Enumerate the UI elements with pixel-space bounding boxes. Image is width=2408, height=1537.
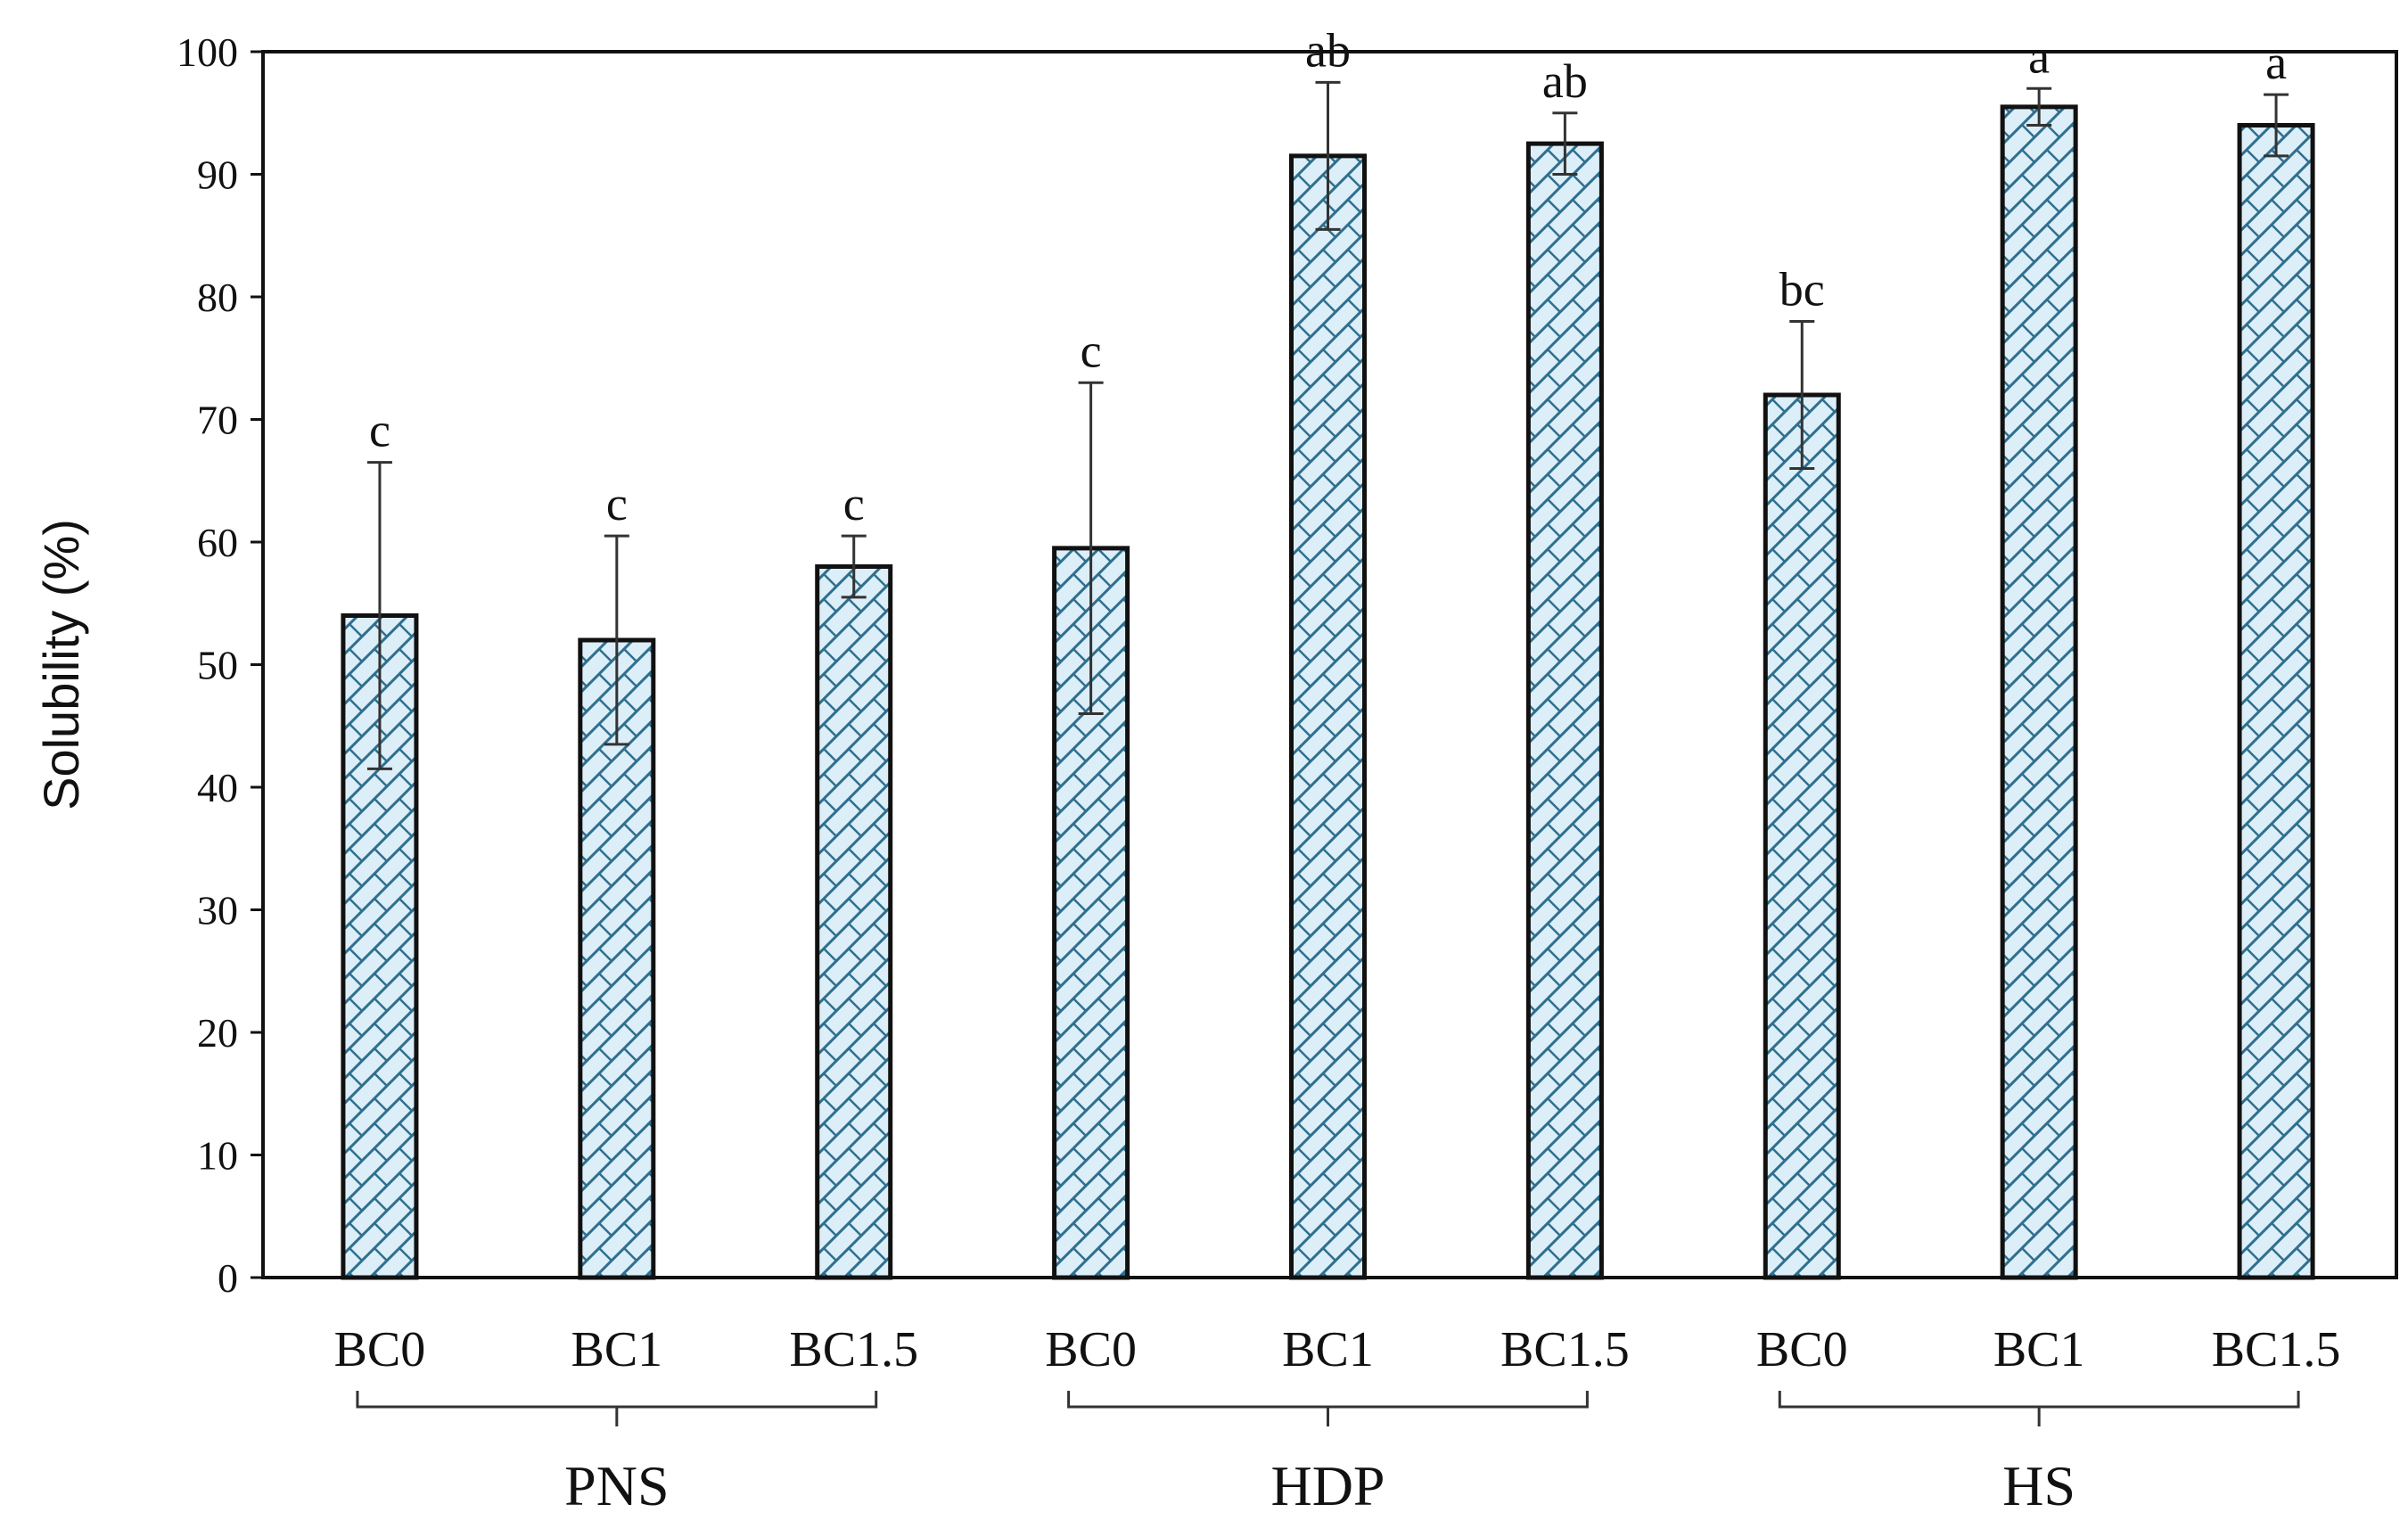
x-category-label: BC1	[1282, 1322, 1374, 1377]
group-bracket	[1067, 1391, 1589, 1426]
significance-label: ab	[1305, 23, 1351, 77]
y-tick-label: 70	[197, 398, 238, 443]
significance-label: bc	[1779, 263, 1825, 316]
bar	[1763, 392, 1841, 1280]
y-tick-label: 30	[197, 888, 238, 933]
y-tick-label: 60	[197, 520, 238, 565]
x-category-label: BC0	[1045, 1322, 1137, 1377]
y-tick-label: 100	[177, 29, 238, 75]
significance-label: ab	[1542, 54, 1588, 108]
bar	[1289, 153, 1367, 1280]
significance-label: a	[2265, 36, 2287, 89]
significance-label: c	[1081, 324, 1102, 377]
y-tick-label: 10	[197, 1133, 238, 1179]
significance-label: c	[369, 404, 390, 457]
x-category-label: BC1.5	[1500, 1322, 1630, 1377]
significance-label: c	[606, 477, 628, 530]
x-category-label: BC0	[1756, 1322, 1848, 1377]
y-tick-label: 80	[197, 275, 238, 320]
x-category-label: BC1.5	[789, 1322, 918, 1377]
bar	[2000, 104, 2078, 1280]
group-bracket	[356, 1391, 878, 1426]
bar	[2237, 123, 2315, 1280]
significance-label: a	[2028, 29, 2050, 83]
x-category-label: BC1.5	[2212, 1322, 2341, 1377]
significance-label: c	[843, 477, 865, 530]
y-tick-label: 40	[197, 765, 238, 810]
y-axis-title: Solubility (%)	[33, 519, 89, 810]
bar	[815, 564, 893, 1280]
group-label: HDP	[1270, 1454, 1385, 1517]
group-bracket	[1778, 1391, 2300, 1426]
y-tick-label: 0	[218, 1255, 238, 1301]
group-label: HS	[2002, 1454, 2075, 1517]
y-tick-label: 90	[197, 152, 238, 198]
x-category-label: BC0	[334, 1322, 426, 1377]
bar	[1525, 141, 1604, 1280]
y-tick-label: 50	[197, 643, 238, 688]
y-tick-label: 20	[197, 1010, 238, 1056]
x-category-label: BC1	[1993, 1322, 2085, 1377]
bar	[578, 637, 656, 1280]
x-category-label: BC1	[571, 1322, 662, 1377]
group-label: PNS	[564, 1454, 669, 1517]
